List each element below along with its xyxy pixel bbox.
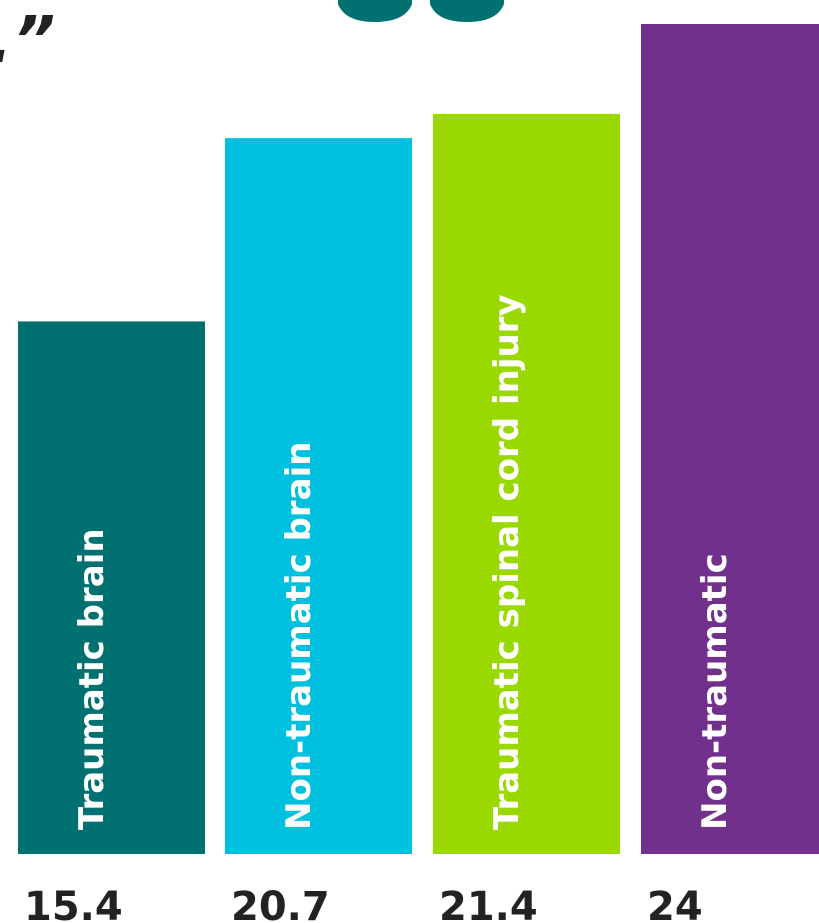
bar-4 <box>641 24 819 854</box>
bar-category-label-1: Traumatic brain <box>72 528 112 830</box>
bar-category-label-2: Non-traumatic brain <box>279 442 319 830</box>
bar-value-label-4: 24 <box>647 884 703 923</box>
bars-layer: Traumatic brain Non-traumatic brain Trauma… <box>18 24 819 855</box>
quote-closing-mark: ” <box>14 4 55 78</box>
bar-value-label-2: 20.7 <box>231 884 330 923</box>
bar-1 <box>18 321 205 855</box>
bar-value-label-1: 15.4 <box>24 884 123 923</box>
values-layer: 15.4 20.7 21.4 24 <box>24 884 703 923</box>
bar-3 <box>433 113 620 854</box>
bar-2 <box>225 138 412 854</box>
bar-category-label-4: Non-traumatic <box>695 553 735 830</box>
bar-category-label-3: Traumatic spinal cord injury <box>487 294 527 830</box>
bar-value-label-3: 21.4 <box>439 884 538 923</box>
quote-fragment: . <box>0 4 12 78</box>
decorative-logo-shape <box>338 0 504 22</box>
